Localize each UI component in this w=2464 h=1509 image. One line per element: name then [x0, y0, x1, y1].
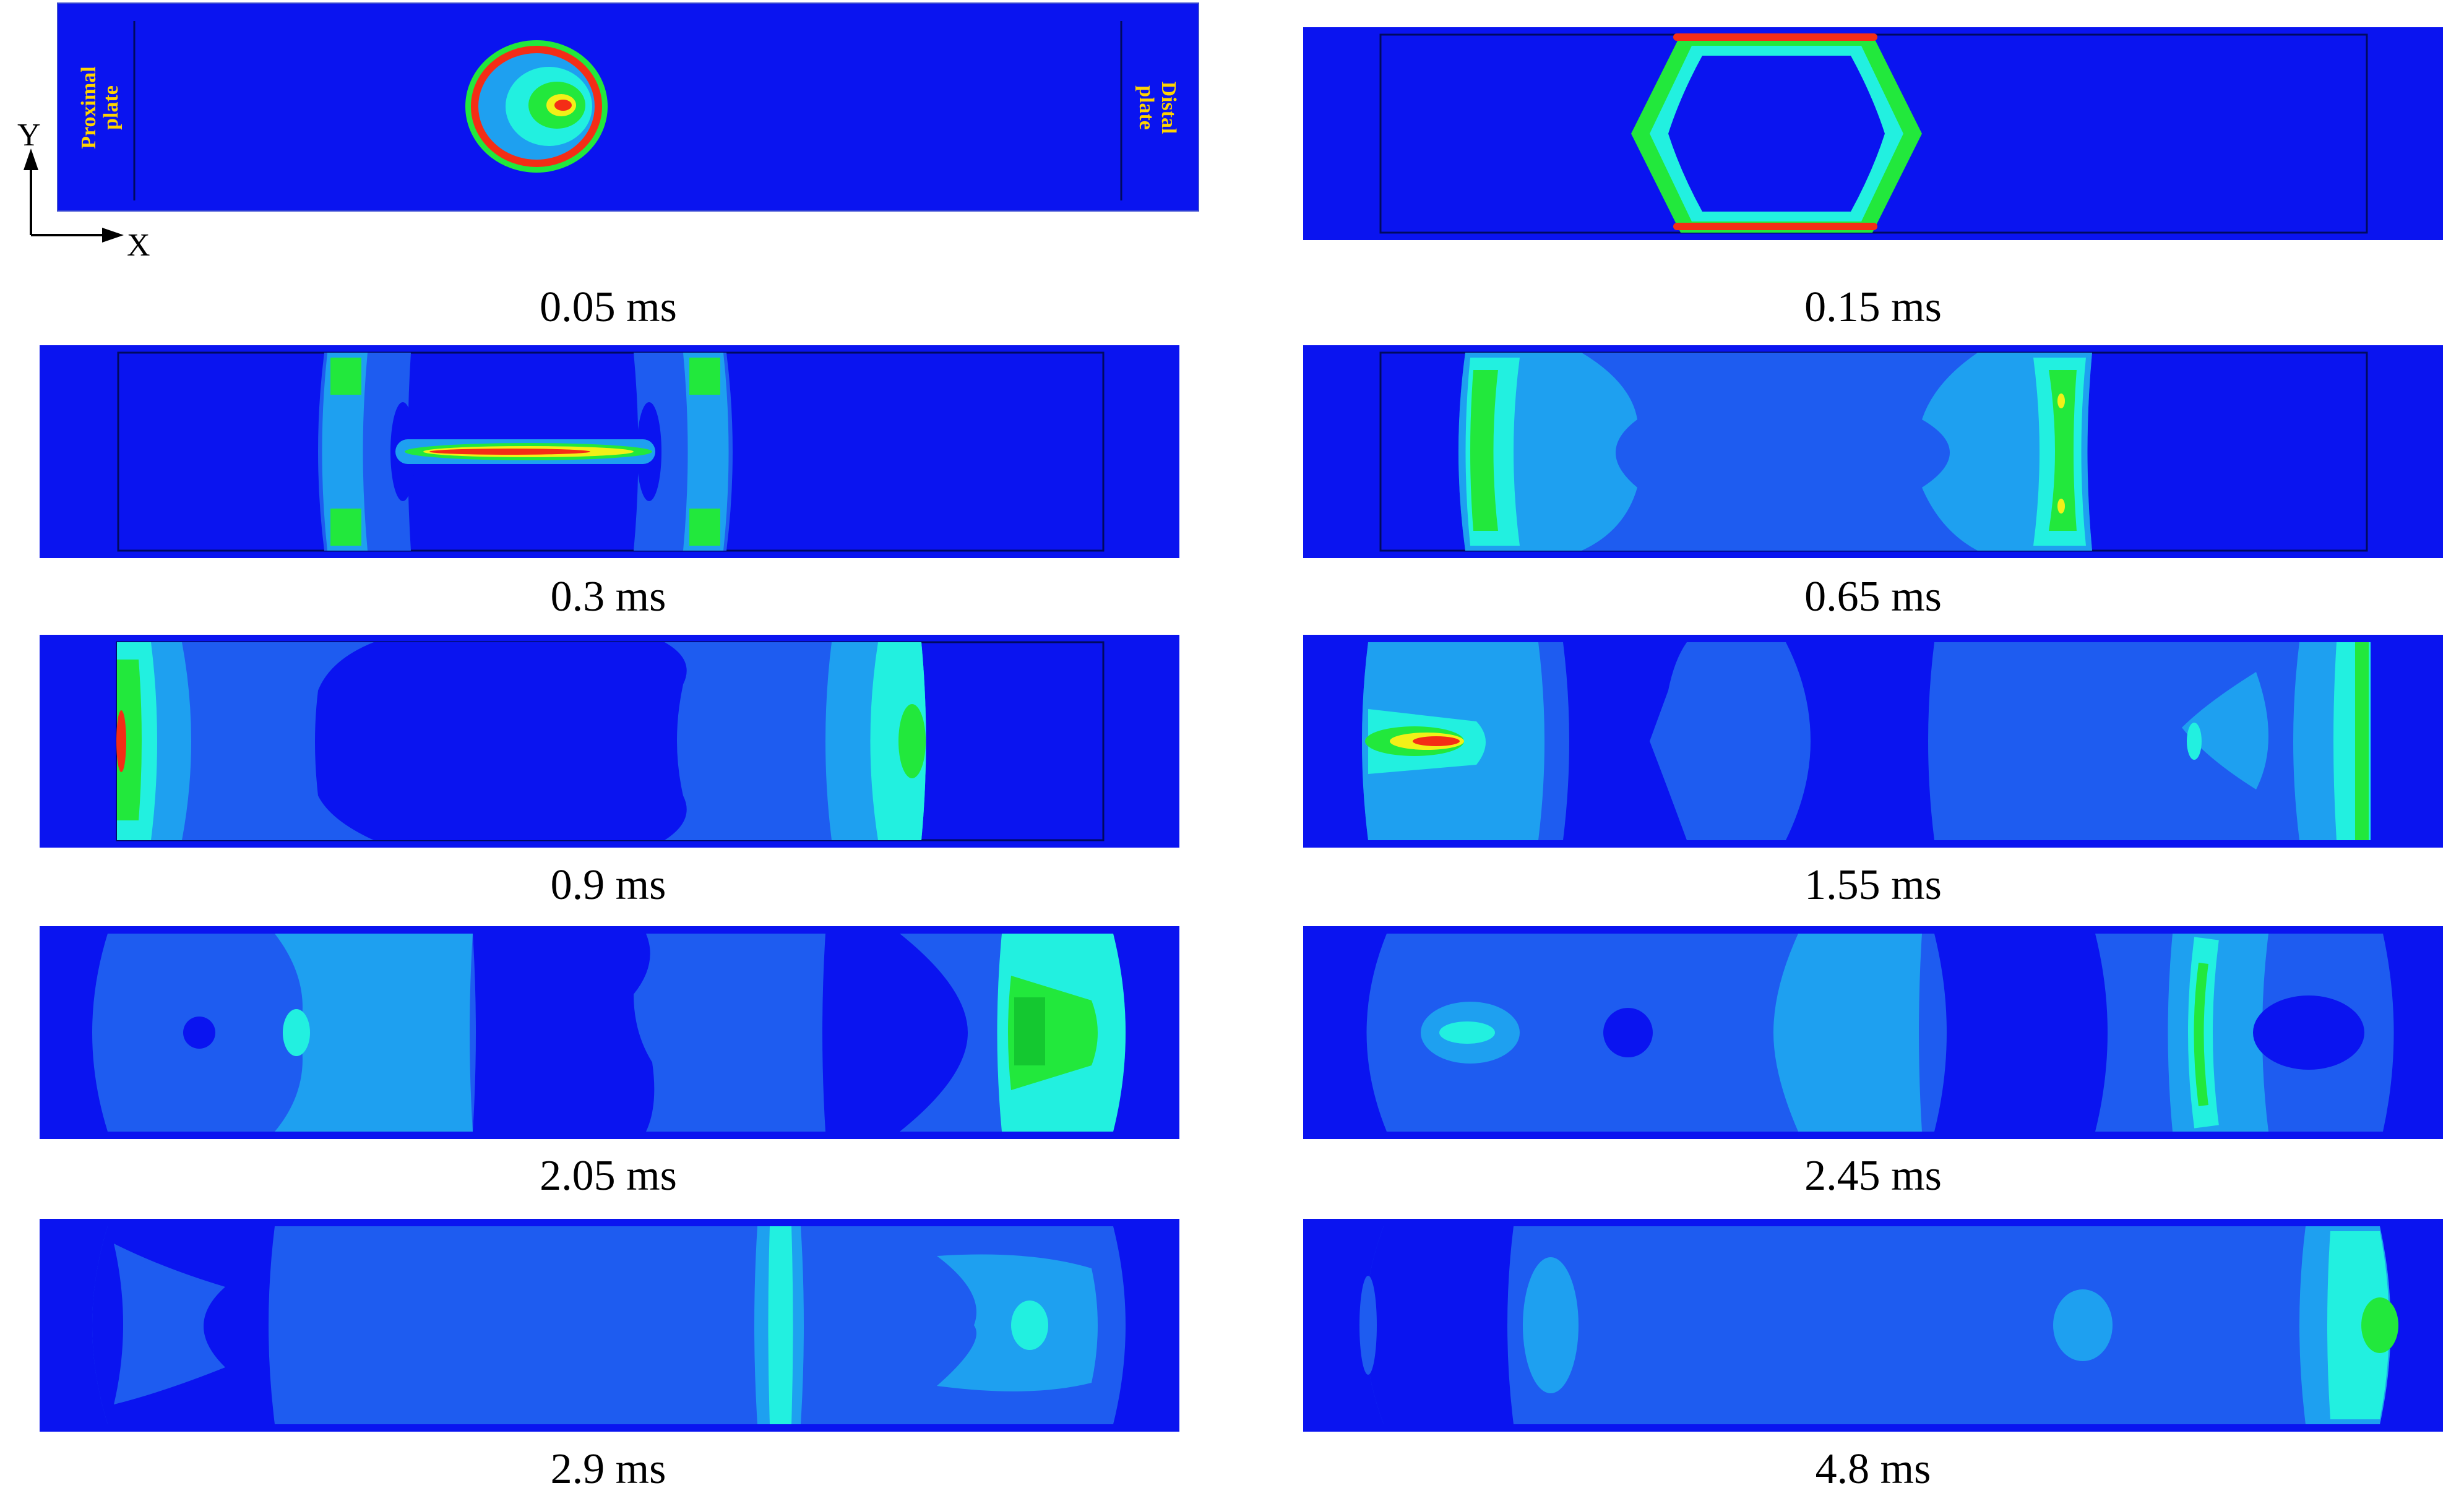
time-label-2-45ms: 2.45 ms: [1804, 1152, 1942, 1200]
y-axis-label: Y: [17, 121, 41, 153]
distal-plate-label: Distal plate: [1135, 82, 1180, 134]
svg-text:plate: plate: [100, 85, 123, 130]
svg-text:plate: plate: [1135, 85, 1158, 130]
proximal-plate-label: Proximal plate: [77, 66, 123, 148]
contour-panel-4-8ms: [1303, 1219, 2443, 1432]
contour-panel-0-15ms: [1303, 27, 2443, 240]
contour-panel-2-45ms: [1303, 926, 2443, 1139]
time-label-0-3ms: 0.3 ms: [550, 573, 666, 621]
contour-panel-0-05ms: Proximal plate Distal plate: [57, 2, 1199, 212]
svg-text:Proximal: Proximal: [77, 66, 100, 148]
contour-panel-2-05ms: [40, 926, 1179, 1139]
contour-panel-0-9ms: [40, 635, 1179, 848]
svg-text:Distal: Distal: [1157, 82, 1180, 134]
time-label-4-8ms: 4.8 ms: [1815, 1445, 1931, 1493]
time-label-2-9ms: 2.9 ms: [550, 1445, 666, 1493]
time-label-2-05ms: 2.05 ms: [540, 1152, 677, 1200]
time-label-0-05ms: 0.05 ms: [540, 283, 677, 331]
contour-panel-0-3ms: [40, 345, 1179, 558]
time-label-0-65ms: 0.65 ms: [1804, 573, 1942, 621]
contour-panel-0-65ms: [1303, 345, 2443, 558]
y-arrow-icon: [24, 148, 38, 170]
time-label-0-9ms: 0.9 ms: [550, 861, 666, 909]
time-label-1-55ms: 1.55 ms: [1804, 861, 1942, 909]
x-axis-label: X: [127, 228, 150, 263]
x-arrow-icon: [102, 228, 124, 243]
contour-panel-2-9ms: [40, 1219, 1179, 1432]
axes-indicator: Y X: [17, 121, 150, 263]
time-label-0-15ms: 0.15 ms: [1804, 283, 1942, 331]
contour-panel-1-55ms: [1303, 635, 2443, 848]
